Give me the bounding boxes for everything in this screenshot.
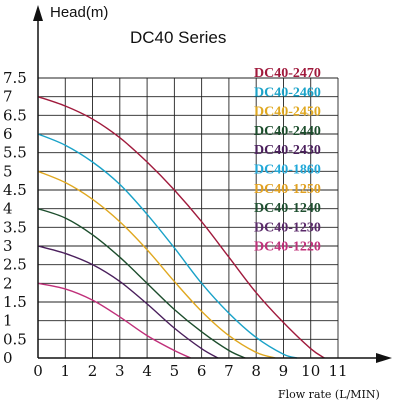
y-tick-label: 6 <box>3 125 13 143</box>
x-axis-title: Flow rate (L/MIN) <box>278 388 380 401</box>
y-tick-label: 5 <box>3 162 13 180</box>
legend-entry-dc40-2470: DC40-2470 <box>254 66 321 81</box>
x-tick-label: 6 <box>197 362 207 380</box>
series-lines <box>37 96 325 359</box>
legend: DC40-2470 DC40-2460 DC40-2450 DC40-2440 DC40… <box>254 66 321 255</box>
legend-entry-dc40-1240: DC40-1240 <box>254 201 321 216</box>
y-tick-label: 0.5 <box>3 330 27 348</box>
y-tick-label: 4 <box>3 200 13 218</box>
legend-entry-dc40-2430: DC40-2430 <box>254 143 321 158</box>
y-axis-arrowhead <box>33 5 43 21</box>
x-tick-label: 4 <box>142 362 152 380</box>
y-tick-label: 3 <box>3 237 13 255</box>
chart-title: DC40 Series <box>130 28 226 47</box>
tick-labels: 00.511.522.533.544.555.566.577.50 1 2 3 4 5 6 7… <box>3 69 348 380</box>
series-line-dc40-2430 <box>37 245 219 359</box>
axes <box>33 5 392 363</box>
y-axis-title: Head(m) <box>50 4 108 21</box>
x-tick-label: 11 <box>328 362 347 380</box>
y-tick-label: 2 <box>3 274 13 292</box>
x-tick-label: 3 <box>115 362 125 380</box>
x-tick-label: 8 <box>251 362 261 380</box>
y-tick-label: 7.5 <box>3 69 27 87</box>
x-tick-label: 1 <box>60 362 70 380</box>
legend-entry-dc40-1860: DC40-1860 <box>254 163 321 178</box>
legend-entry-dc40-2440: DC40-2440 <box>254 124 321 139</box>
legend-entry-dc40-2460: DC40-2460 <box>254 85 321 100</box>
series-line-dc40-2470 <box>37 96 325 359</box>
y-tick-label: 1.5 <box>3 293 27 311</box>
y-tick-label: 1 <box>3 312 13 330</box>
y-tick-label: 6.5 <box>3 106 27 124</box>
y-tick-label: 0 <box>3 349 13 367</box>
legend-entry-dc40-2450: DC40-2450 <box>254 105 321 120</box>
series-line-dc40-1220 <box>37 282 192 359</box>
y-tick-label: 3.5 <box>3 218 27 236</box>
y-tick-label: 4.5 <box>3 181 27 199</box>
x-tick-label: 5 <box>170 362 180 380</box>
x-axis-arrowhead <box>376 353 392 363</box>
grid <box>38 77 339 358</box>
y-tick-label: 5.5 <box>3 144 27 162</box>
legend-entry-dc40-1220: DC40-1220 <box>254 240 321 255</box>
legend-entry-dc40-1230: DC40-1230 <box>254 220 321 235</box>
x-tick-label: 0 <box>33 362 43 380</box>
series-line-dc40-2460 <box>37 133 298 359</box>
legend-entry-dc40-1250: DC40-1250 <box>254 182 321 197</box>
y-tick-label: 2.5 <box>3 256 27 274</box>
x-tick-label: 9 <box>279 362 289 380</box>
y-tick-label: 7 <box>3 88 13 106</box>
x-tick-label: 10 <box>301 362 320 380</box>
series-line-dc40-2450 <box>37 170 276 359</box>
x-tick-label: 2 <box>88 362 98 380</box>
x-tick-label: 7 <box>224 362 234 380</box>
series-line-dc40-2440 <box>37 208 246 359</box>
